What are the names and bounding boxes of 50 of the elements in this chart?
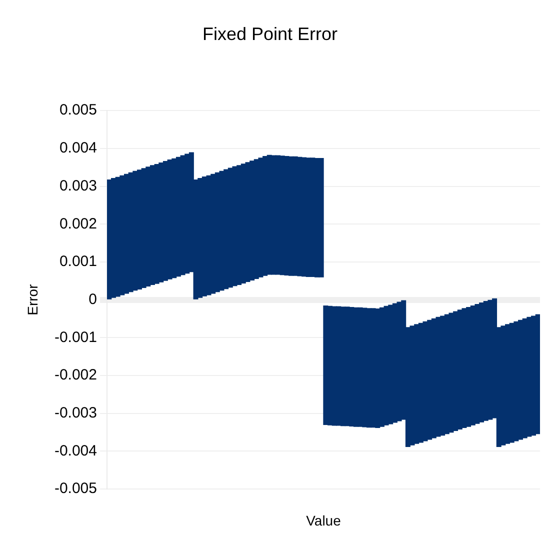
bar: [184, 154, 190, 274]
bar: [440, 316, 446, 436]
bar: [336, 306, 342, 426]
bar: [318, 158, 324, 278]
bar: [224, 169, 229, 290]
y-tick-label: 0.003: [59, 177, 97, 194]
y-axis-title: Error: [24, 284, 40, 316]
bar: [362, 308, 368, 428]
bar: [232, 166, 238, 286]
y-tick-label: -0.005: [54, 480, 97, 498]
bar: [210, 174, 216, 294]
bar: [535, 314, 540, 434]
bar: [146, 166, 151, 287]
bar: [414, 324, 420, 444]
bar: [297, 156, 302, 276]
bar: [310, 158, 316, 278]
y-tick-label: 0.004: [59, 140, 97, 157]
y-tick-label: 0: [88, 290, 97, 308]
bar: [245, 162, 250, 282]
bar: [526, 316, 532, 437]
bar: [271, 155, 276, 275]
bar: [172, 158, 177, 278]
y-tick-label: 0.002: [59, 215, 97, 232]
bar: [158, 162, 164, 282]
bar: [462, 308, 467, 428]
bar: [388, 304, 394, 424]
y-tick-label: -0.002: [54, 366, 97, 384]
bar: [258, 158, 264, 278]
bar: [514, 321, 519, 442]
chart-title: Fixed Point Error: [202, 24, 338, 44]
bar: [427, 320, 432, 440]
bar: [448, 312, 454, 433]
bar: [488, 300, 493, 420]
y-tick-label: -0.001: [54, 328, 97, 346]
y-tick-label: -0.004: [54, 442, 97, 460]
bar: [120, 175, 125, 296]
bar: [214, 172, 220, 292]
bar: [375, 308, 380, 428]
x-axis-title: Value: [306, 512, 342, 528]
bar: [474, 304, 480, 424]
bar: [349, 307, 354, 427]
y-tick-label: -0.003: [54, 404, 97, 422]
bar: [198, 178, 203, 298]
bar: [431, 318, 436, 438]
y-tick-label: 0.001: [59, 253, 97, 270]
bar: [323, 306, 328, 425]
bar: [132, 170, 138, 291]
bar: [500, 326, 506, 446]
bar: [284, 156, 290, 276]
y-tick-label: 0.005: [59, 102, 97, 119]
